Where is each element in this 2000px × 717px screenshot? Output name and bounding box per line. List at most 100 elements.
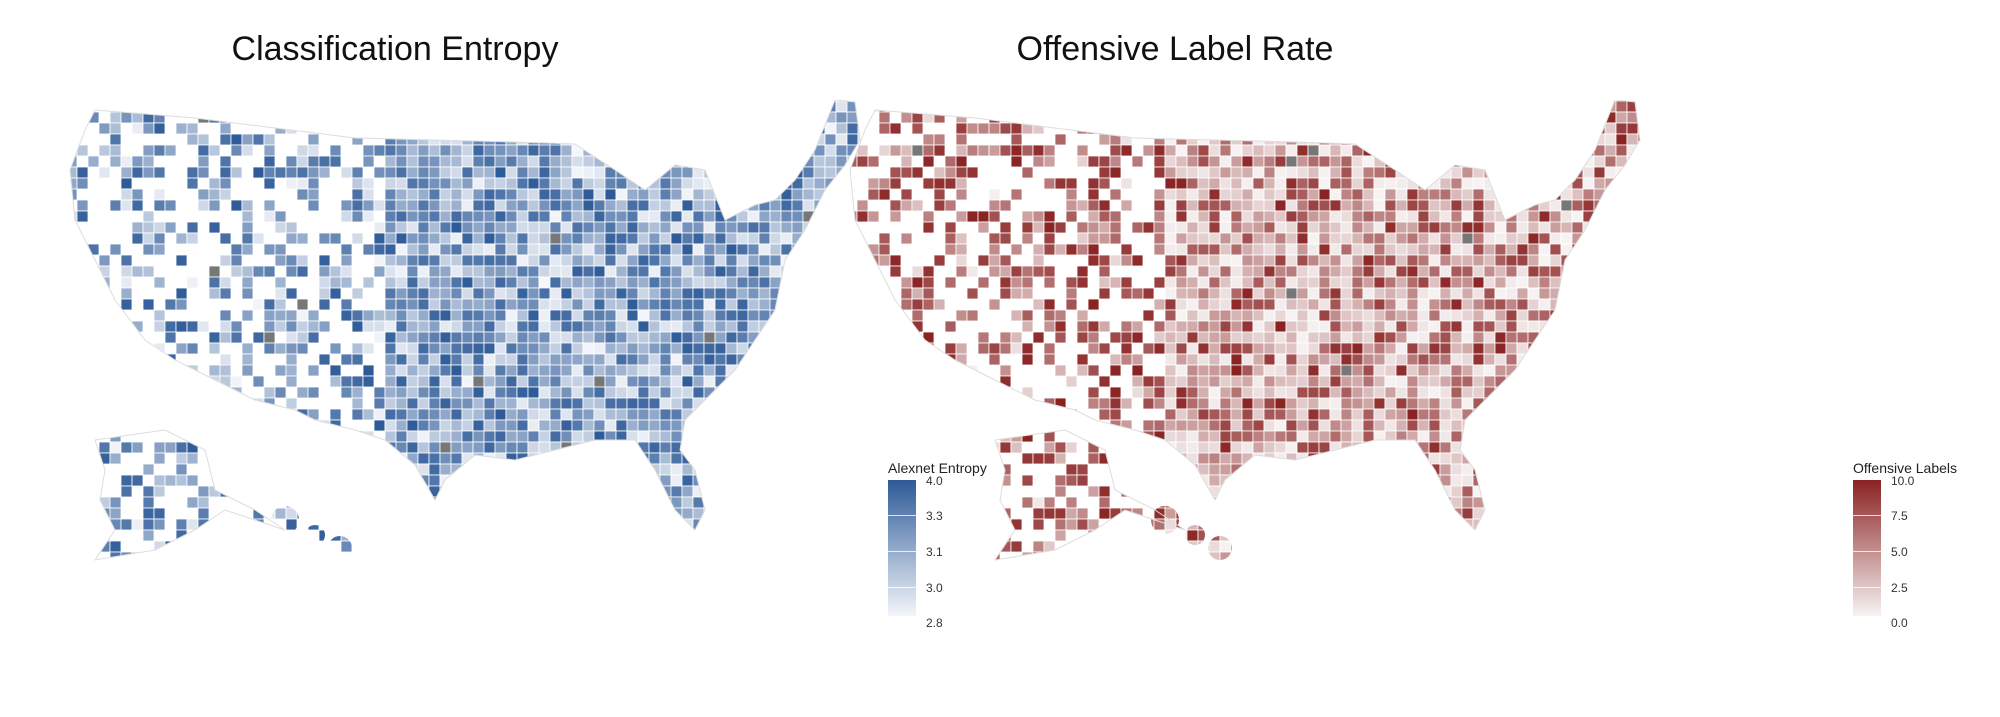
county: [867, 188, 880, 201]
county: [850, 441, 858, 454]
county: [516, 210, 529, 223]
county: [933, 364, 946, 377]
county: [1131, 254, 1144, 267]
county: [593, 254, 606, 267]
county: [549, 298, 562, 311]
county: [1384, 386, 1397, 399]
county: [1395, 221, 1408, 234]
county: [1384, 232, 1397, 245]
county: [1219, 122, 1232, 135]
county: [1494, 364, 1507, 377]
county: [649, 563, 660, 574]
county: [527, 276, 540, 289]
county: [527, 342, 540, 355]
county: [1186, 265, 1199, 278]
county: [1340, 386, 1353, 399]
county: [758, 375, 771, 388]
county: [1175, 100, 1188, 102]
county: [351, 122, 364, 135]
county: [307, 474, 320, 487]
county: [637, 309, 650, 322]
county: [1175, 221, 1188, 234]
county: [483, 144, 496, 157]
county: [175, 122, 188, 135]
county: [285, 353, 298, 366]
county: [933, 188, 946, 201]
county: [527, 408, 540, 421]
county: [560, 518, 573, 531]
county: [648, 441, 661, 454]
county: [1252, 166, 1265, 179]
county: [1263, 496, 1276, 509]
county: [626, 397, 639, 410]
county: [626, 287, 639, 300]
county: [154, 563, 165, 574]
county: [889, 375, 902, 388]
county: [1175, 375, 1188, 388]
county: [1538, 518, 1551, 531]
county: [1263, 276, 1276, 289]
county: [406, 298, 419, 311]
county: [977, 144, 990, 157]
county: [835, 310, 846, 321]
county: [1274, 408, 1287, 421]
county: [1571, 287, 1584, 300]
county: [1021, 353, 1034, 366]
county: [1428, 265, 1441, 278]
county: [1428, 254, 1441, 267]
county: [736, 408, 749, 421]
county: [648, 243, 661, 256]
county: [1098, 507, 1111, 520]
county: [670, 419, 683, 432]
county: [1351, 386, 1364, 399]
county: [98, 122, 111, 135]
county: [131, 265, 144, 278]
county: [428, 243, 441, 256]
county: [1505, 287, 1518, 300]
county: [791, 496, 804, 509]
county: [483, 254, 496, 267]
county: [1626, 232, 1639, 245]
county: [439, 210, 452, 223]
county: [538, 122, 551, 135]
county: [142, 210, 155, 223]
county: [318, 265, 331, 278]
county: [1296, 386, 1309, 399]
county: [1461, 496, 1474, 509]
county: [1208, 111, 1221, 124]
county: [1219, 254, 1232, 267]
county: [164, 298, 177, 311]
county: [637, 353, 650, 366]
county: [1615, 122, 1628, 135]
county: [725, 408, 738, 421]
county: [395, 408, 408, 421]
county: [1538, 463, 1551, 476]
county: [384, 518, 397, 531]
county: [285, 507, 298, 520]
county: [791, 342, 804, 355]
county: [1285, 221, 1298, 234]
county: [417, 485, 430, 498]
county: [758, 210, 771, 223]
county: [516, 496, 529, 509]
county: [1560, 188, 1573, 201]
county: [780, 287, 793, 300]
county: [527, 485, 540, 498]
county: [1296, 199, 1309, 212]
county: [417, 188, 430, 201]
county: [1230, 100, 1243, 113]
county: [1340, 177, 1353, 190]
county: [450, 155, 463, 168]
county: [1307, 199, 1320, 212]
county: [1307, 386, 1320, 399]
county: [1527, 177, 1540, 190]
county: [648, 430, 661, 443]
county: [1560, 276, 1573, 289]
county: [1307, 518, 1320, 531]
county: [1307, 430, 1320, 443]
county: [1527, 452, 1540, 465]
county: [1252, 507, 1265, 520]
county: [758, 331, 771, 344]
county: [1351, 100, 1364, 113]
county: [109, 386, 122, 399]
